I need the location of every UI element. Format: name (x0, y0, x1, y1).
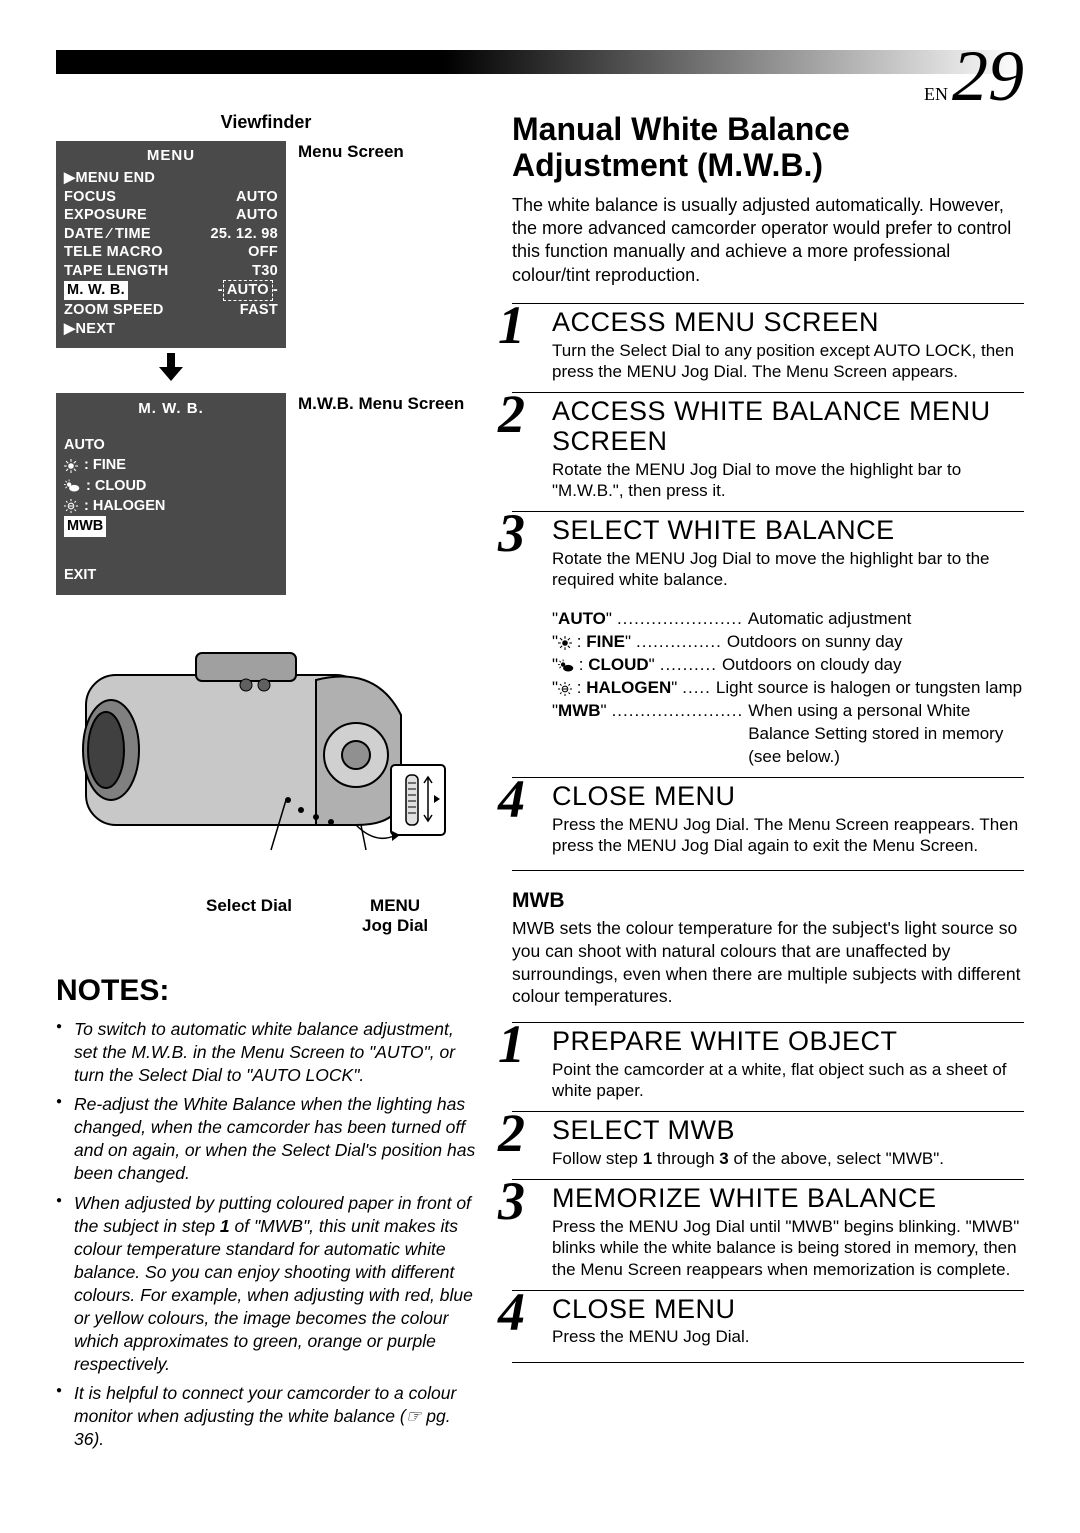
mwb-option: : HALOGEN (64, 496, 278, 516)
menu-row: M. W. B.-AUTO- (64, 280, 278, 301)
step-body: Rotate the MENU Jog Dial to move the hig… (552, 548, 1024, 591)
step-row: 3SELECT WHITE BALANCERotate the MENU Jog… (512, 511, 1024, 600)
mwb-option: : CLOUD (64, 476, 278, 496)
viewfinder-title: Viewfinder (56, 112, 476, 133)
step-number: 3 (498, 506, 525, 560)
step-title: MEMORIZE WHITE BALANCE (552, 1184, 1024, 1214)
step-number: 2 (498, 1106, 525, 1160)
step-title: SELECT MWB (552, 1116, 1024, 1146)
step-body: Follow step 1 through 3 of the above, se… (552, 1148, 1024, 1169)
wb-option-row: " : FINE"...............Outdoors on sunn… (552, 631, 1024, 654)
step-body: Press the MENU Jog Dial until "MWB" begi… (552, 1216, 1024, 1280)
note-item: To switch to automatic white balance adj… (56, 1018, 476, 1087)
step-number: 3 (498, 1174, 525, 1228)
main-title: Manual White Balance Adjustment (M.W.B.) (512, 112, 1024, 184)
page-number: EN29 (924, 40, 1024, 112)
step-number: 4 (498, 1285, 525, 1339)
menu-row: TAPE LENGTHT30 (64, 262, 278, 281)
step-body: Press the MENU Jog Dial. The Menu Screen… (552, 814, 1024, 857)
menu-row: ZOOM SPEEDFAST (64, 301, 278, 320)
wb-option-row: "MWB".......................When using a… (552, 700, 1024, 769)
step-row: 3MEMORIZE WHITE BALANCEPress the MENU Jo… (512, 1179, 1024, 1289)
step-title: CLOSE MENU (552, 1295, 1024, 1325)
step-number: 4 (498, 772, 525, 826)
step-number: 1 (498, 1017, 525, 1071)
menu-row: ▶NEXT (64, 320, 278, 339)
note-item: It is helpful to connect your camcorder … (56, 1382, 476, 1451)
mwb-menu-box: M. W. B. AUTO : FINE: CLOUD: HALOGEN MWB… (56, 393, 286, 595)
mwb-menu-title: M. W. B. (64, 398, 278, 419)
menu-row: DATE ⁄ TIME25. 12. 98 (64, 225, 278, 244)
mwb-subtitle: MWB (512, 889, 1024, 913)
select-dial-label: Select Dial (206, 896, 292, 936)
wb-option-row: " : HALOGEN".....Light source is halogen… (552, 677, 1024, 700)
mwb-option: : FINE (64, 455, 278, 475)
menu-title: MENU (64, 146, 278, 165)
note-item: When adjusted by putting coloured paper … (56, 1192, 476, 1377)
step-row: 4 CLOSE MENU Press the MENU Jog Dial. Th… (512, 777, 1024, 866)
left-column: Viewfinder MENU ▶MENU ENDFOCUSAUTOEXPOSU… (56, 112, 476, 1493)
step-title: CLOSE MENU (552, 782, 1024, 812)
page-language-label: EN (924, 84, 948, 104)
step-number: 1 (498, 298, 525, 352)
arrow-down-icon (56, 352, 286, 389)
step-number: 2 (498, 387, 525, 441)
step-row: 2SELECT MWBFollow step 1 through 3 of th… (512, 1111, 1024, 1179)
step-row: 2ACCESS WHITE BALANCE MENU SCREENRotate … (512, 392, 1024, 511)
menu-screen-box: MENU ▶MENU ENDFOCUSAUTOEXPOSUREAUTODATE … (56, 141, 286, 348)
mwb-intro: MWB sets the colour temperature for the … (512, 917, 1024, 1008)
jog-dial-label: MENUJog Dial (362, 896, 428, 936)
right-column: Manual White Balance Adjustment (M.W.B.)… (512, 112, 1024, 1493)
notes-title: NOTES: (56, 974, 476, 1008)
intro-text: The white balance is usually adjusted au… (512, 194, 1024, 288)
menu-screen-label: Menu Screen (298, 141, 404, 163)
step-row: 1ACCESS MENU SCREENTurn the Select Dial … (512, 303, 1024, 392)
step-body: Rotate the MENU Jog Dial to move the hig… (552, 459, 1024, 502)
step-body: Press the MENU Jog Dial. (552, 1326, 1024, 1347)
menu-row: TELE MACROOFF (64, 243, 278, 262)
mwb-auto-label: AUTO (64, 435, 278, 455)
step-body: Point the camcorder at a white, flat obj… (552, 1059, 1024, 1102)
step-title: ACCESS MENU SCREEN (552, 308, 1024, 338)
mwb-menu-label: M.W.B. Menu Screen (298, 393, 464, 415)
camcorder-illustration (56, 625, 456, 885)
page-number-value: 29 (952, 36, 1024, 116)
step-title: ACCESS WHITE BALANCE MENU SCREEN (552, 397, 1024, 456)
notes-list: To switch to automatic white balance adj… (56, 1018, 476, 1452)
menu-row: FOCUSAUTO (64, 188, 278, 207)
step-body: Turn the Select Dial to any position exc… (552, 340, 1024, 383)
header-gradient (56, 50, 1024, 74)
step-row: 4CLOSE MENUPress the MENU Jog Dial. (512, 1290, 1024, 1358)
step-title: SELECT WHITE BALANCE (552, 516, 1024, 546)
dial-labels: Select Dial MENUJog Dial (56, 896, 476, 936)
white-balance-options: "AUTO"......................Automatic ad… (512, 600, 1024, 777)
wb-option-row: "AUTO"......................Automatic ad… (552, 608, 1024, 631)
note-item: Re-adjust the White Balance when the lig… (56, 1093, 476, 1185)
step-title: PREPARE WHITE OBJECT (552, 1027, 1024, 1057)
menu-row: ▶MENU END (64, 169, 278, 188)
menu-row: EXPOSUREAUTO (64, 206, 278, 225)
mwb-highlight: MWB (64, 516, 106, 536)
step-row: 1PREPARE WHITE OBJECTPoint the camcorder… (512, 1022, 1024, 1111)
mwb-exit: EXIT (64, 565, 278, 585)
wb-option-row: " : CLOUD"..........Outdoors on cloudy d… (552, 654, 1024, 677)
